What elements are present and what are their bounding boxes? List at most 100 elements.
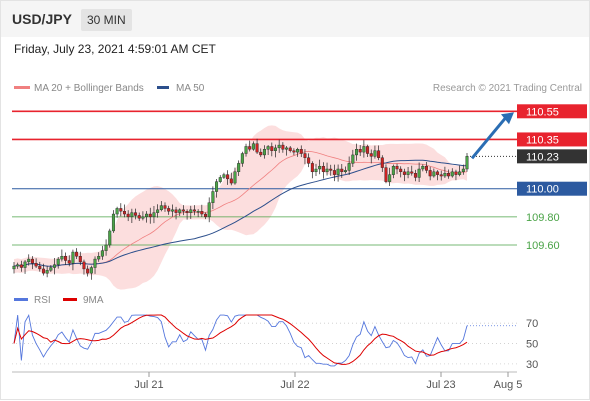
candle <box>266 145 270 155</box>
candle-body <box>366 146 370 154</box>
rsi-line <box>13 313 468 367</box>
candle-body <box>406 171 410 175</box>
candle <box>174 206 178 220</box>
candle <box>148 207 152 224</box>
candle-body <box>167 208 171 212</box>
candle <box>303 149 307 165</box>
candle-body <box>391 165 395 175</box>
legend-label-rsi: RSI <box>34 295 51 306</box>
candle-body <box>233 171 237 184</box>
candle-body <box>413 173 417 178</box>
candle-body <box>388 174 392 182</box>
candle-body <box>436 171 440 175</box>
candle-body <box>314 168 318 173</box>
candle <box>421 164 425 172</box>
candle-body <box>355 149 359 156</box>
candle <box>281 142 285 153</box>
level-label-110-00: 110.00 <box>526 184 559 196</box>
candle <box>12 261 16 274</box>
candle-body <box>137 215 141 219</box>
candle <box>97 252 101 262</box>
candle <box>104 239 108 256</box>
candle-body <box>64 256 68 261</box>
candle-body <box>402 171 406 175</box>
candle <box>137 212 141 221</box>
candle <box>192 205 196 216</box>
candle <box>417 162 421 183</box>
candle <box>49 265 53 273</box>
candle <box>432 168 436 178</box>
candle-body <box>292 150 296 153</box>
chart-legend: MA 20 + Bollinger Bands MA 50 Research ©… <box>14 83 582 94</box>
legend-label-ma50: MA 50 <box>176 83 205 94</box>
candle-body <box>262 149 266 156</box>
candle <box>89 265 93 280</box>
candle <box>285 146 289 156</box>
candle <box>71 249 75 271</box>
candle-body <box>332 170 336 175</box>
candle-body <box>251 143 255 150</box>
candle <box>204 212 208 220</box>
legend-swatch-bollinger <box>14 86 30 89</box>
candle <box>163 202 167 212</box>
candle-body <box>410 171 414 174</box>
candle <box>60 249 64 262</box>
candle-body <box>281 144 285 150</box>
candle <box>207 197 211 223</box>
candle-body <box>41 268 45 274</box>
candle <box>141 211 145 221</box>
candle <box>45 265 49 278</box>
candle <box>119 203 123 217</box>
candle-body <box>447 173 451 177</box>
candle-body <box>60 256 64 260</box>
rsi-ma-line <box>13 314 468 365</box>
candle <box>170 204 174 217</box>
candle <box>454 169 458 181</box>
candle-body <box>181 209 185 212</box>
candle <box>38 261 42 272</box>
candle-body <box>266 146 270 150</box>
candle-body <box>192 209 196 212</box>
candle <box>347 156 351 175</box>
candle <box>189 205 193 219</box>
chart-header: USD/JPY 30 MIN <box>1 1 589 37</box>
candle-body <box>248 146 252 150</box>
candle <box>248 140 252 152</box>
candle-body <box>156 209 160 213</box>
candle <box>53 258 57 275</box>
candle <box>152 206 156 224</box>
candle-body <box>310 163 314 173</box>
candle <box>215 178 219 198</box>
candle <box>314 163 318 177</box>
candle-body <box>178 209 182 213</box>
candle-body <box>303 153 307 158</box>
candle <box>443 166 447 179</box>
candle <box>399 166 403 178</box>
candle-body <box>259 151 263 156</box>
candle-body <box>454 171 458 175</box>
candle <box>218 175 222 184</box>
candle-body <box>207 202 211 218</box>
legend-credit: Research © 2021 Trading Central <box>433 83 582 94</box>
candle <box>465 152 469 172</box>
candle-body <box>288 147 292 151</box>
candle-body <box>122 211 126 215</box>
candle <box>391 164 395 179</box>
candle-body <box>395 165 399 170</box>
candle <box>229 172 233 186</box>
candle-body <box>325 168 329 173</box>
candle-body <box>174 209 178 213</box>
timeframe-badge[interactable]: 30 MIN <box>81 9 132 31</box>
candle-body <box>104 244 108 251</box>
candle <box>436 170 440 181</box>
candle-body <box>244 146 248 154</box>
candle-body <box>307 157 311 164</box>
candle <box>259 148 263 157</box>
candle <box>78 251 82 266</box>
candle <box>41 263 45 276</box>
candle-body <box>226 174 230 180</box>
candle-body <box>255 143 259 153</box>
candle-body <box>23 261 27 268</box>
candle-body <box>417 168 421 178</box>
candle <box>336 164 340 182</box>
